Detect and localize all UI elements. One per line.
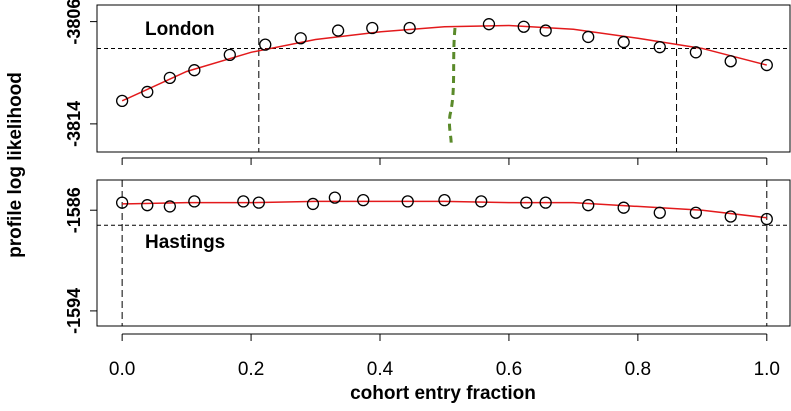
- point: [141, 199, 154, 212]
- point: [475, 195, 488, 208]
- y-axis-title: profile log likelihood: [5, 72, 26, 258]
- point: [724, 210, 737, 223]
- point: [115, 196, 129, 209]
- point: [188, 195, 201, 208]
- point: [482, 18, 496, 31]
- point: [539, 24, 552, 37]
- y-tick-label: -1594: [64, 288, 84, 334]
- x-tick-label: 1.0: [754, 359, 780, 380]
- point: [403, 21, 416, 35]
- y-tick-label: -3806: [64, 0, 84, 45]
- point: [653, 41, 666, 54]
- point: [366, 21, 379, 35]
- point: [223, 48, 236, 62]
- point: [689, 206, 703, 219]
- plot-frame: [96, 179, 791, 327]
- point: [724, 55, 737, 68]
- point: [520, 196, 533, 209]
- point: [115, 94, 129, 108]
- panel-label: London: [145, 19, 215, 40]
- point: [188, 64, 201, 77]
- point: [517, 20, 530, 33]
- y-tick-label: -3814: [64, 101, 84, 147]
- point: [617, 35, 630, 49]
- y-tick-label: -1586: [64, 187, 84, 233]
- point: [331, 24, 345, 37]
- point: [163, 200, 176, 213]
- point: [294, 32, 307, 45]
- panel-label: Hastings: [145, 232, 225, 253]
- point: [582, 30, 595, 44]
- point: [401, 195, 414, 208]
- point: [760, 58, 773, 72]
- point: [582, 199, 595, 212]
- point: [163, 71, 176, 85]
- x-axis-title: cohort entry fraction: [350, 383, 536, 404]
- x-tick-label: 0.4: [367, 359, 394, 380]
- handwritten-mark: [447, 27, 457, 147]
- point: [689, 46, 703, 59]
- plot-frame: [96, 4, 791, 153]
- point: [653, 206, 666, 219]
- point: [252, 196, 265, 209]
- point: [357, 193, 370, 207]
- point: [306, 197, 320, 211]
- x-tick-label: 0.8: [625, 359, 651, 380]
- fitted-curve: [122, 200, 767, 219]
- point: [328, 191, 342, 204]
- point: [617, 201, 630, 214]
- point: [259, 38, 272, 51]
- point: [141, 85, 154, 99]
- fitted-curve: [121, 24, 767, 102]
- point: [237, 195, 250, 208]
- x-tick-label: 0.0: [109, 359, 135, 380]
- point: [539, 196, 552, 209]
- point: [760, 212, 773, 226]
- x-tick-label: 0.2: [238, 359, 264, 380]
- x-tick-label: 0.6: [496, 359, 522, 380]
- point: [438, 193, 451, 207]
